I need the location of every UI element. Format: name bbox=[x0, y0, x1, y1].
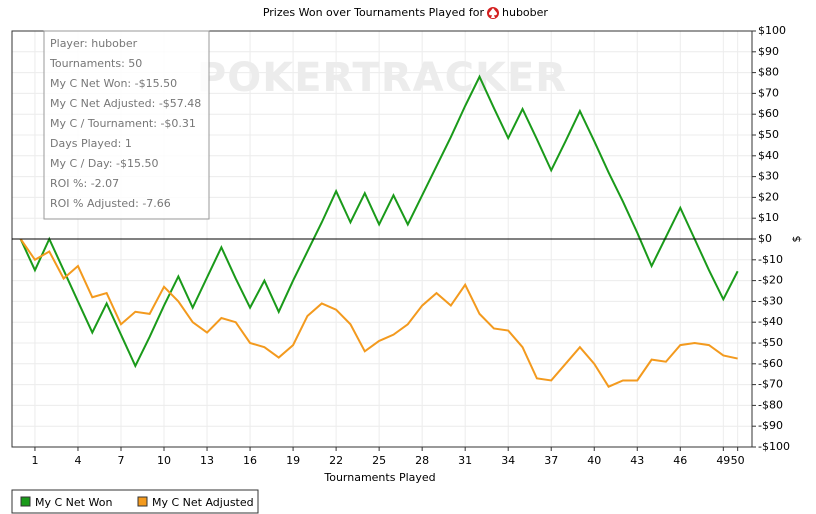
y-tick-label: -$60 bbox=[758, 357, 783, 370]
legend bbox=[11, 489, 259, 514]
info-line: Tournaments: 50 bbox=[49, 57, 142, 70]
y-axis-label: $ bbox=[790, 236, 803, 243]
info-text: Player: hubober Tournaments: 50 My C Net W… bbox=[49, 37, 201, 210]
y-tick-label: $50 bbox=[758, 128, 779, 141]
x-axis-label: Tournaments Played bbox=[323, 471, 435, 484]
x-tick-label: 22 bbox=[329, 454, 343, 467]
y-tick-label: $80 bbox=[758, 66, 779, 79]
info-line: ROI %: -2.07 bbox=[50, 177, 119, 190]
x-tick-label: 10 bbox=[157, 454, 171, 467]
x-tick-label: 4 bbox=[74, 454, 81, 467]
y-tick-label: $60 bbox=[758, 107, 779, 120]
x-tick-label: 28 bbox=[415, 454, 429, 467]
y-tick-label: -$10 bbox=[758, 253, 783, 266]
x-tick-label: 43 bbox=[630, 454, 644, 467]
info-line: My C Net Won: -$15.50 bbox=[50, 77, 177, 90]
series-line bbox=[19, 238, 738, 388]
info-line: Player: hubober bbox=[50, 37, 138, 50]
info-line: ROI % Adjusted: -7.66 bbox=[50, 197, 171, 210]
legend-items: My C Net Won My C Net Adjusted bbox=[20, 496, 254, 509]
x-tick-label: 31 bbox=[458, 454, 472, 467]
axes: -$100 -$90 -$80 -$70 -$60 -$50 -$40 -$30 -$20 -$1… bbox=[12, 24, 790, 467]
player-name: hubober bbox=[502, 6, 548, 19]
info-line: My C / Day: -$15.50 bbox=[50, 157, 158, 170]
x-tick-label: 1 bbox=[31, 454, 38, 467]
x-tick-label: 40 bbox=[587, 454, 601, 467]
y-tick-label: $0 bbox=[758, 232, 772, 245]
x-tick-label: 46 bbox=[673, 454, 687, 467]
lines bbox=[19, 74, 739, 388]
x-tick-label: 49 bbox=[716, 454, 730, 467]
y-tick-label: -$70 bbox=[758, 378, 783, 391]
series-line bbox=[19, 74, 739, 369]
y-tick-label: $40 bbox=[758, 149, 779, 162]
legend-swatch bbox=[20, 496, 31, 507]
x-tick-label: 37 bbox=[544, 454, 558, 467]
y-tick-label: $100 bbox=[758, 24, 786, 37]
legend-label: My C Net Adjusted bbox=[152, 496, 254, 509]
x-tick-label: 34 bbox=[501, 454, 515, 467]
info-line: Days Played: 1 bbox=[50, 137, 132, 150]
y-tick-label: $20 bbox=[758, 190, 779, 203]
x-tick-label: 50 bbox=[731, 454, 745, 467]
x-tick-label: 13 bbox=[200, 454, 214, 467]
y-tick-label: -$90 bbox=[758, 419, 783, 432]
y-tick-label: $90 bbox=[758, 45, 779, 58]
y-tick-label: -$80 bbox=[758, 398, 783, 411]
y-tick-label: -$20 bbox=[758, 274, 783, 287]
legend-swatch bbox=[137, 496, 148, 507]
y-tick-label: $10 bbox=[758, 211, 779, 224]
y-tick-label: -$30 bbox=[758, 294, 783, 307]
chart-title: Prizes Won over Tournaments Played for bbox=[263, 6, 485, 19]
y-tick-label: -$40 bbox=[758, 315, 783, 328]
legend-label: My C Net Won bbox=[35, 496, 112, 509]
x-tick-label: 25 bbox=[372, 454, 386, 467]
y-tick-label: $70 bbox=[758, 86, 779, 99]
x-tick-label: 7 bbox=[117, 454, 124, 467]
info-line: My C / Tournament: -$0.31 bbox=[50, 117, 196, 130]
x-tick-label: 19 bbox=[286, 454, 300, 467]
watermark: POKERTRACKER bbox=[197, 55, 567, 101]
info-line: My C Net Adjusted: -$57.48 bbox=[50, 97, 201, 110]
spade-icon bbox=[487, 7, 499, 19]
y-tick-label: -$50 bbox=[758, 336, 783, 349]
x-tick-label: 16 bbox=[243, 454, 257, 467]
y-tick-label: $30 bbox=[758, 170, 779, 183]
y-tick-label: -$100 bbox=[758, 440, 790, 453]
info-box bbox=[43, 30, 210, 220]
